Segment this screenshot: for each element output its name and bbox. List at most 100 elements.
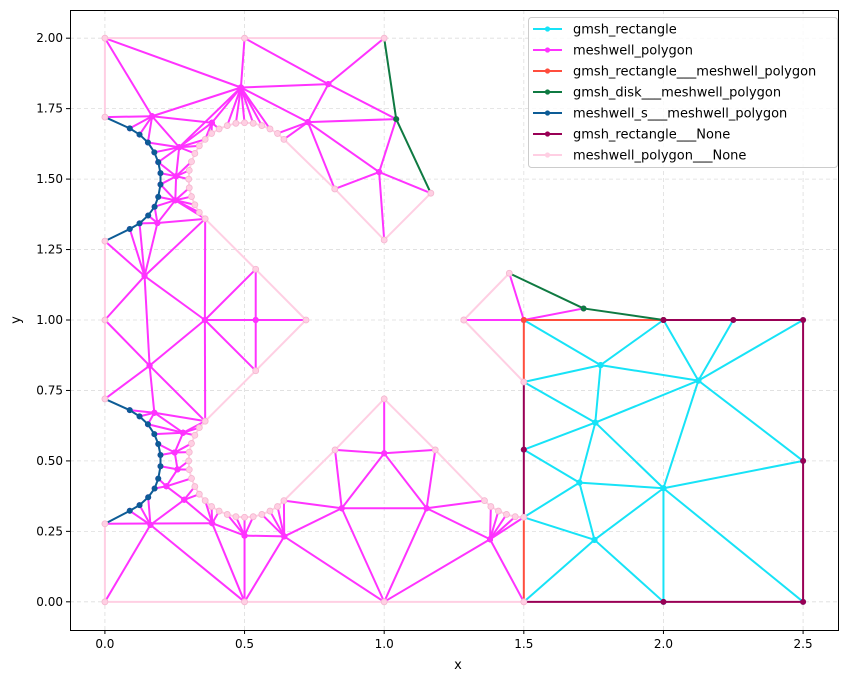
mesh-node-marker xyxy=(495,507,502,515)
mesh-node-marker xyxy=(201,135,209,143)
mesh-edge xyxy=(523,516,595,541)
mesh-node-marker xyxy=(101,395,109,403)
mesh-node-marker xyxy=(201,497,209,505)
mesh-edge xyxy=(600,364,699,382)
mesh-node-marker xyxy=(151,149,158,156)
y-tick-label: 1.25 xyxy=(36,243,63,257)
mesh-node-marker xyxy=(201,215,209,223)
mesh-edge xyxy=(138,504,152,526)
mesh-edge xyxy=(378,171,386,241)
mesh-node-marker xyxy=(660,316,667,323)
mesh-node-marker xyxy=(695,377,702,384)
mesh-edge xyxy=(697,379,804,462)
mesh-edge xyxy=(283,499,342,510)
y-tick-label: 1.50 xyxy=(36,172,63,186)
mesh-node-marker xyxy=(201,316,208,323)
mesh-node-marker xyxy=(185,184,193,192)
mesh-node-marker xyxy=(266,507,274,515)
mesh-node-marker xyxy=(481,497,488,505)
mesh-edge xyxy=(283,121,309,141)
mesh-edge xyxy=(662,319,700,382)
mesh-node-marker xyxy=(427,189,435,197)
mesh-node-marker xyxy=(280,135,288,143)
mesh-edge xyxy=(269,510,286,537)
mesh-edge xyxy=(151,115,212,124)
mesh-node-marker xyxy=(423,505,430,512)
y-tick-label: 0.50 xyxy=(36,454,63,468)
mesh-edge xyxy=(147,497,152,525)
mesh-edge xyxy=(600,319,665,366)
mesh-node-marker xyxy=(241,119,248,127)
mesh-node-marker xyxy=(520,378,528,386)
mesh-edge xyxy=(327,83,397,120)
mesh-node-marker xyxy=(181,496,188,503)
mesh-edge xyxy=(240,83,329,89)
axes-frame xyxy=(70,10,839,631)
legend-entry: gmsh_rectangle___None xyxy=(533,128,730,143)
mesh-node-marker xyxy=(171,449,178,456)
mesh-edge xyxy=(148,319,206,367)
mesh-node-marker xyxy=(191,201,199,209)
mesh-node-marker xyxy=(381,450,388,457)
mesh-edge xyxy=(307,118,397,124)
mesh-node-marker xyxy=(503,511,510,518)
legend-marker xyxy=(544,47,551,53)
mesh-edge xyxy=(154,199,176,208)
mesh-edge xyxy=(239,87,246,123)
mesh-edge xyxy=(578,482,596,541)
x-tick-label: 0.5 xyxy=(235,637,254,651)
mesh-node-marker xyxy=(155,440,162,447)
mesh-node-marker xyxy=(172,197,179,204)
y-tick-label: 2.00 xyxy=(36,31,63,45)
mesh-edge xyxy=(307,121,380,173)
mesh-node-marker xyxy=(241,598,248,606)
mesh-edge xyxy=(489,515,516,540)
mesh-edge xyxy=(147,423,184,434)
mesh-node-marker xyxy=(157,463,164,470)
mesh-edge xyxy=(143,218,206,277)
mesh-node-marker xyxy=(101,237,109,245)
mesh-node-marker xyxy=(249,513,257,521)
mesh-node-marker xyxy=(576,479,583,486)
mesh-node-marker xyxy=(208,503,215,510)
mesh-node-marker xyxy=(157,170,164,177)
mesh-edge xyxy=(334,448,385,455)
mesh-node-marker xyxy=(145,494,152,501)
mesh-edge xyxy=(334,171,380,190)
mesh-node-marker xyxy=(101,316,109,324)
mesh-node-marker xyxy=(325,81,332,88)
mesh-node-marker xyxy=(126,125,133,132)
mesh-node-marker xyxy=(157,451,164,458)
mesh-node-marker xyxy=(487,503,495,510)
mesh-node-marker xyxy=(191,431,199,439)
mesh-node-marker xyxy=(258,511,266,518)
mesh-edge xyxy=(489,510,500,540)
mesh-node-marker xyxy=(185,457,193,465)
mesh-edge xyxy=(276,506,286,537)
legend-marker xyxy=(544,89,551,95)
mesh-node-marker xyxy=(520,316,527,323)
mesh-edge xyxy=(593,487,665,541)
legend-entry: meshwell_polygon xyxy=(533,44,693,59)
mesh-node-marker xyxy=(338,505,345,512)
mesh-edge xyxy=(129,509,151,526)
mesh-node-marker xyxy=(147,521,154,528)
mesh-edge xyxy=(594,364,602,423)
mesh-edge xyxy=(211,522,245,537)
mesh-edge xyxy=(578,422,597,483)
mesh-node-marker xyxy=(274,503,281,510)
mesh-edge xyxy=(334,449,343,509)
y-tick-label: 0.00 xyxy=(36,595,63,609)
mesh-node-marker xyxy=(592,419,599,426)
mesh-node-marker xyxy=(730,316,737,323)
mesh-edge xyxy=(240,86,309,124)
legend-label: gmsh_disk___meshwell_polygon xyxy=(573,86,781,101)
mesh-node-marker xyxy=(188,440,195,447)
mesh-edge xyxy=(662,380,700,489)
mesh-edge xyxy=(226,87,242,126)
mesh-node-marker xyxy=(241,34,248,42)
mesh-edge xyxy=(104,37,153,117)
legend-label: gmsh_rectangle___None xyxy=(573,128,730,143)
mesh-edge xyxy=(489,538,525,603)
